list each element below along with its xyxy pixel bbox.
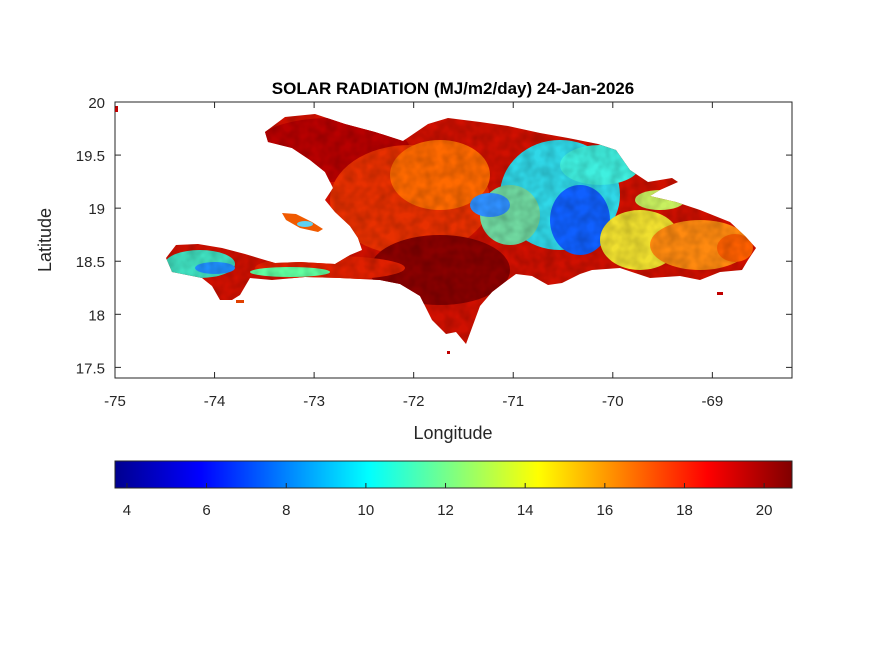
islet-northwest [115, 106, 118, 112]
colorbar-ticks: 4 6 8 10 12 14 16 18 20 [123, 483, 773, 519]
y-tick-label: 19.5 [76, 148, 105, 165]
x-tick-label: -71 [502, 393, 524, 410]
islet-vache [236, 300, 244, 303]
islet-saona [717, 292, 723, 295]
y-tick-label: 17.5 [76, 360, 105, 377]
x-axis: -75 -74 -73 -72 -71 -70 -69 [104, 102, 723, 410]
x-tick-label: -72 [403, 393, 425, 410]
y-tick-label: 20 [88, 95, 105, 112]
y-tick-label: 19 [88, 201, 105, 218]
colorbar-tick-label: 10 [358, 502, 375, 519]
x-tick-label: -75 [104, 393, 126, 410]
colorbar-tick-label: 12 [437, 502, 454, 519]
colorbar-tick-label: 4 [123, 502, 131, 519]
x-axis-label: Longitude [413, 423, 492, 443]
y-tick-label: 18.5 [76, 254, 105, 271]
colorbar-tick-label: 16 [596, 502, 613, 519]
x-tick-label: -70 [602, 393, 624, 410]
y-axis: 20 19.5 19 18.5 18 17.5 [76, 95, 792, 377]
colorbar-tick-label: 8 [282, 502, 290, 519]
colorbar [114, 460, 793, 489]
x-tick-label: -73 [303, 393, 325, 410]
x-tick-label: -69 [702, 393, 724, 410]
chart-title: SOLAR RADIATION (MJ/m2/day) 24-Jan-2026 [272, 79, 634, 98]
x-tick-label: -74 [204, 393, 226, 410]
colorbar-tick-label: 14 [517, 502, 534, 519]
islet-south [447, 351, 450, 354]
y-axis-label: Latitude [35, 208, 55, 272]
colorbar-tick-label: 20 [756, 502, 773, 519]
y-tick-label: 18 [88, 307, 105, 324]
gonave-island-blue [297, 221, 313, 227]
colorbar-tick-label: 18 [676, 502, 693, 519]
colorbar-tick-label: 6 [202, 502, 210, 519]
